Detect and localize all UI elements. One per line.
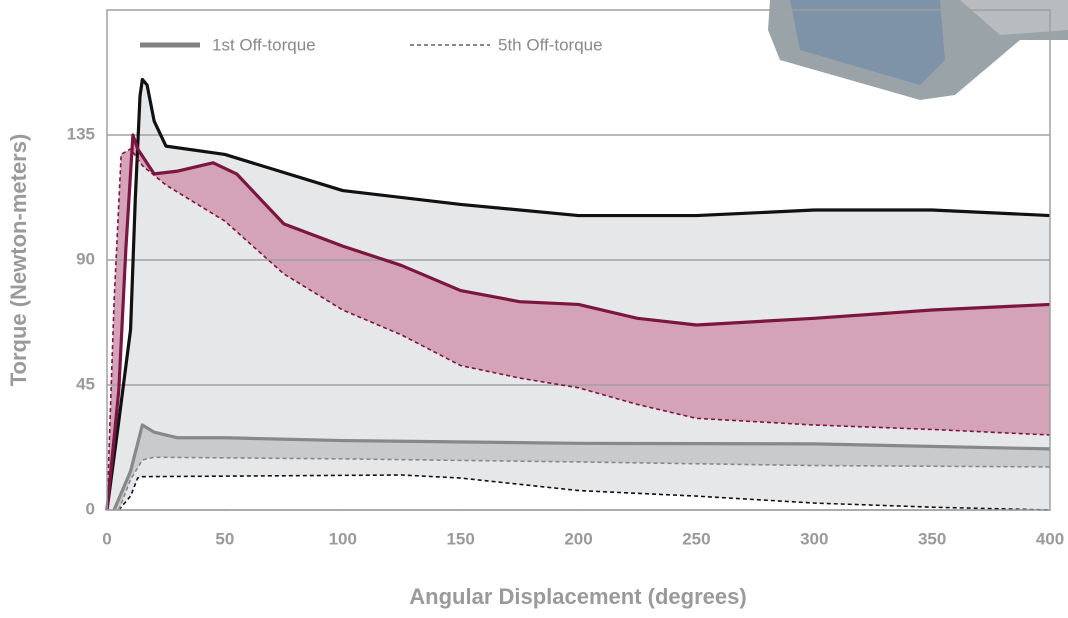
x-tick-label: 150 (446, 529, 474, 548)
bands (107, 79, 1050, 510)
x-axis-title: Angular Displacement (degrees) (409, 584, 746, 609)
legend-label: 5th Off-torque (498, 35, 603, 54)
y-tick-label: 45 (76, 374, 95, 393)
band (107, 135, 1050, 510)
x-tick-label: 350 (918, 529, 946, 548)
x-tick-label: 0 (102, 529, 111, 548)
x-tick-label: 400 (1036, 529, 1064, 548)
x-tick-label: 100 (329, 529, 357, 548)
y-tick-label: 135 (67, 124, 95, 143)
series-line (105, 133, 1051, 511)
legend-label: 1st Off-torque (212, 35, 316, 54)
y-tick-label: 0 (86, 499, 95, 518)
y-tick-label: 90 (76, 249, 95, 268)
plot-frame (106, 9, 1051, 511)
series-line (106, 148, 1051, 511)
x-tick-label: 250 (682, 529, 710, 548)
lines (105, 77, 1051, 511)
x-tick-label: 200 (564, 529, 592, 548)
x-tick-label: 50 (215, 529, 234, 548)
y-axis-title: Torque (Newton-meters) (6, 134, 31, 387)
series-line (112, 423, 1051, 511)
series-line (118, 456, 1051, 511)
wrench-photo (768, 0, 1068, 100)
x-tick-label: 300 (800, 529, 828, 548)
series-line (105, 77, 1051, 511)
band (114, 425, 1050, 510)
series-line (118, 474, 1051, 511)
